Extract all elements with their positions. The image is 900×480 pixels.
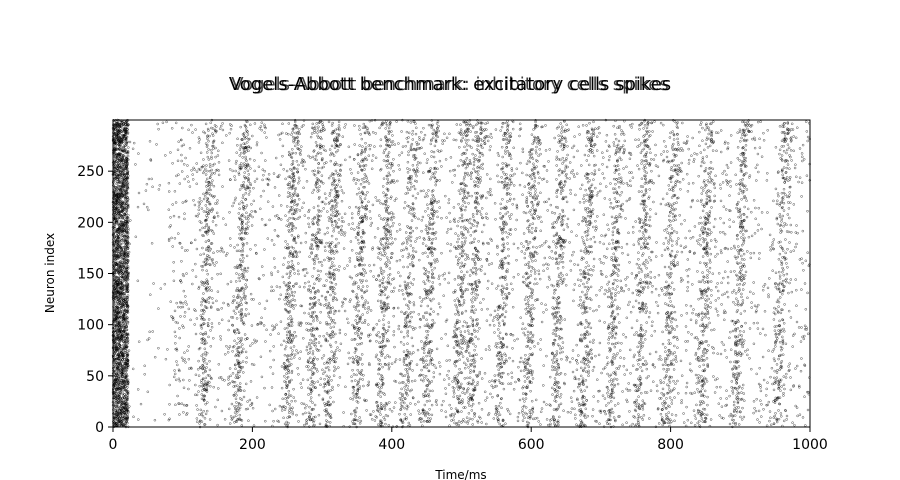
spike-point xyxy=(117,217,120,220)
spike-point xyxy=(122,246,126,249)
spike-point xyxy=(123,239,127,243)
spike-point xyxy=(126,140,129,144)
spike-point xyxy=(115,332,119,335)
spike-point xyxy=(116,302,120,306)
spike-point xyxy=(119,219,123,223)
spike-point xyxy=(126,374,129,378)
spike-point xyxy=(116,197,120,201)
spike-point xyxy=(123,308,127,312)
spike-point xyxy=(123,292,126,296)
spike-point xyxy=(116,178,119,181)
spike-point xyxy=(125,395,128,398)
spike-point xyxy=(121,267,124,270)
spike-point xyxy=(121,343,125,347)
spike-point xyxy=(122,185,125,188)
spike-point xyxy=(127,146,130,149)
spike-point xyxy=(122,415,126,419)
spike-point xyxy=(119,312,123,315)
chart-title: Vogels-Abbott benchmark: excitatory cell… xyxy=(229,74,671,95)
spike-point xyxy=(126,132,130,135)
plot-area xyxy=(111,118,812,429)
spike-points xyxy=(111,118,812,429)
chart-title-overlay: Vogels-Abbott benchmark: inhibitory cell… xyxy=(231,74,669,95)
spike-point xyxy=(127,228,130,232)
spike-point xyxy=(122,308,126,312)
spike-point xyxy=(126,154,130,158)
